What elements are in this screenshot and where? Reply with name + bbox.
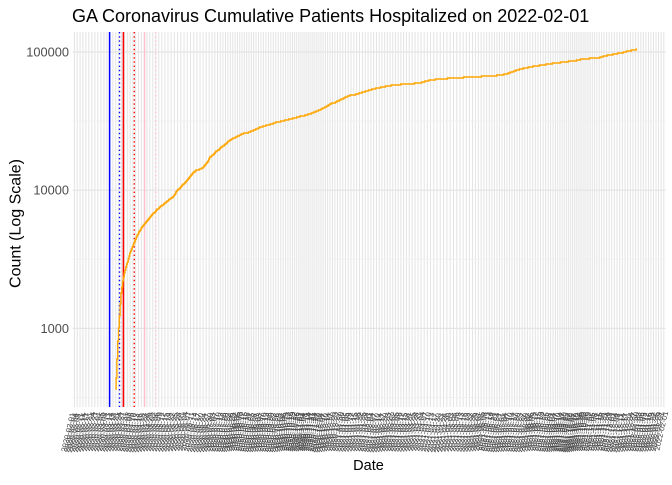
svg-text:100000: 100000: [26, 45, 69, 60]
svg-text:1000: 1000: [41, 321, 69, 336]
svg-text:Date: Date: [353, 458, 384, 474]
svg-text:10000: 10000: [33, 183, 69, 198]
svg-text:GA Coronavirus Cumulative Pati: GA Coronavirus Cumulative Patients Hospi…: [72, 6, 589, 26]
svg-text:Count (Log Scale): Count (Log Scale): [8, 159, 25, 288]
